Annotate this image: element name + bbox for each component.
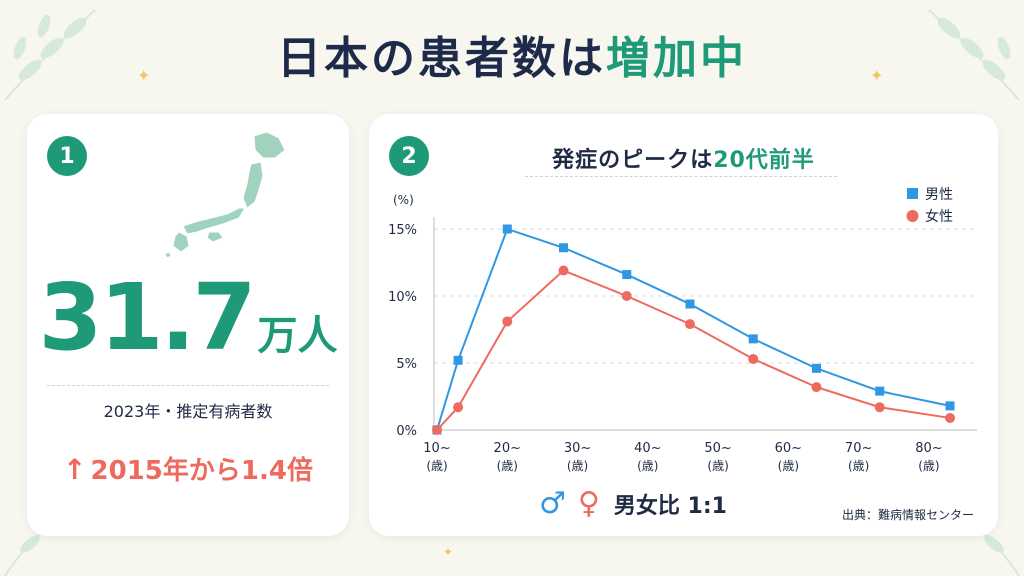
data-point-male (811, 363, 821, 373)
y-tick-label: 15% (388, 223, 417, 238)
chart-title-main: 発症のピークは (552, 148, 714, 173)
x-tick-sublabel: (歳) (848, 459, 869, 473)
legend-label: 女性 (925, 208, 953, 225)
y-tick-label: 10% (388, 290, 417, 305)
onset-age-line-chart: (%) 0% 5% 10% 15% 10~ (歳) 20~ (歳) 30~ (歳) 40~ (歳) 50~… (388, 187, 977, 473)
x-tick-label: 40~ (634, 441, 661, 456)
data-point-male (622, 270, 632, 280)
legend-label: 男性 (925, 187, 953, 203)
page-title: 日本の患者数は増加中 (0, 22, 1024, 86)
x-tick-label: 80~ (915, 441, 942, 456)
source-note: 出典：難病情報センター (841, 508, 974, 522)
patient-count-value: 31.7 万人 (27, 264, 349, 371)
data-point-female (558, 265, 569, 276)
data-point-female (945, 412, 955, 423)
gender-ratio: ♂ ♀ 男女比 1:1 (539, 486, 727, 521)
x-tick-sublabel: (歳) (918, 459, 939, 473)
data-point-female (502, 316, 513, 327)
chart-title-accent: 20代前半 (713, 148, 815, 173)
x-tick-sublabel: (歳) (707, 459, 728, 473)
japan-map-icon (164, 131, 286, 258)
data-point-male (502, 224, 512, 234)
page-title-accent: 増加中 (606, 33, 747, 84)
series-line (436, 269, 951, 431)
series-line (436, 227, 951, 431)
x-tick-label: 10~ (423, 441, 450, 456)
gender-ratio-text: 男女比 1:1 (613, 493, 727, 519)
data-point-female (748, 353, 759, 364)
data-point-male (945, 401, 955, 411)
patient-count-card: 1 31.7 万人 2023年・推定有病者数 ↑ 2015年から1.4倍 (27, 114, 349, 536)
data-point-male (875, 386, 885, 396)
chart-title-divider (525, 176, 837, 177)
data-point-female (874, 402, 885, 413)
page-title-main: 日本の患者数は (277, 33, 606, 84)
x-tick-sublabel: (歳) (426, 459, 447, 473)
growth-stat: ↑ 2015年から1.4倍 (27, 450, 349, 487)
x-tick-label: 50~ (704, 441, 731, 456)
sparkle-icon: ✦ (137, 66, 151, 85)
data-point-female (453, 402, 464, 413)
x-tick-label: 20~ (494, 441, 521, 456)
x-tick-sublabel: (歳) (778, 459, 799, 473)
divider (47, 385, 329, 386)
up-arrow-icon: ↑ (63, 453, 87, 486)
data-point-male (685, 299, 695, 309)
patient-count-unit: 万人 (257, 313, 338, 359)
legend-marker-female (906, 210, 919, 222)
y-tick-label: 5% (396, 357, 417, 372)
y-tick-label: 0% (396, 424, 417, 439)
data-point-female (684, 319, 695, 330)
x-tick-sublabel: (歳) (567, 459, 588, 473)
step-badge-1: 1 (47, 136, 87, 176)
onset-age-card: 2 発症のピークは20代前半 (%) 0% 5% 10% 15% 10~ (歳) 20~ (歳)… (369, 114, 998, 536)
leaf-decoration-top-right (928, 9, 1020, 101)
male-symbol-icon: ♂ (539, 486, 566, 521)
growth-text: 2015年から1.4倍 (90, 456, 313, 486)
sparkle-icon: ✦ (870, 66, 884, 85)
data-point-female (621, 291, 632, 301)
female-symbol-icon: ♀ (577, 486, 600, 521)
x-tick-label: 30~ (564, 441, 591, 456)
x-tick-sublabel: (歳) (637, 459, 658, 473)
data-point-male (748, 334, 758, 344)
chart-title: 発症のピークは20代前半 (369, 142, 998, 174)
data-point-male (558, 243, 568, 253)
y-axis-label: (%) (393, 193, 414, 207)
sparkle-icon: ✦ (443, 545, 454, 559)
x-tick-label: 60~ (775, 441, 802, 456)
x-tick-label: 70~ (845, 441, 872, 456)
x-tick-sublabel: (歳) (497, 459, 518, 473)
patient-count-number: 31.7 (38, 264, 257, 371)
patient-count-caption: 2023年・推定有病者数 (103, 402, 273, 421)
data-point-male (453, 355, 463, 365)
data-point-female (432, 425, 442, 435)
step-badge-2: 2 (389, 136, 429, 176)
leaf-decoration-top-left (4, 9, 96, 101)
data-point-female (811, 382, 822, 393)
legend-marker-male (907, 188, 918, 199)
